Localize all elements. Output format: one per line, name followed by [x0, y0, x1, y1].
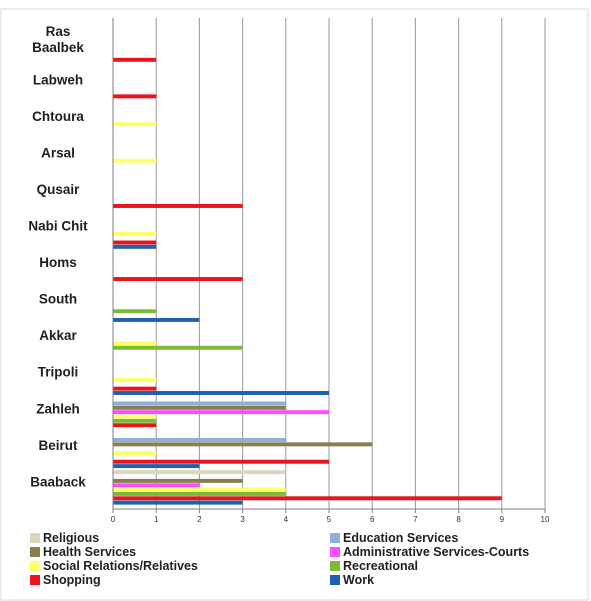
bar	[113, 391, 329, 395]
bar	[113, 405, 286, 410]
bar	[113, 410, 329, 415]
legend-label: Shopping	[43, 573, 101, 587]
x-tick-label: 7	[413, 515, 418, 524]
bar	[113, 470, 286, 475]
bar	[113, 377, 157, 382]
bar	[113, 341, 157, 346]
bar	[113, 451, 157, 456]
category-label: South	[39, 292, 77, 307]
bar	[113, 277, 243, 282]
x-tick-label: 5	[327, 515, 332, 524]
legend-item: Recreational	[330, 559, 418, 573]
legend-label: Social Relations/Relatives	[43, 559, 198, 573]
bar	[113, 500, 243, 505]
legend-swatch	[330, 533, 340, 543]
bar	[113, 483, 200, 488]
category-label: Ras Baalbek	[32, 24, 84, 55]
bar	[113, 57, 157, 62]
x-tick-label: 6	[370, 515, 375, 524]
x-tick-label: 8	[456, 515, 461, 524]
legend-item: Social Relations/Relatives	[30, 559, 198, 573]
legend-label: Religious	[43, 531, 99, 545]
x-tick-label: 2	[197, 515, 202, 524]
bar	[113, 122, 157, 127]
bar	[113, 94, 157, 99]
legend-label: Recreational	[343, 559, 418, 573]
category-label: Arsal	[41, 146, 75, 161]
x-tick-label: 4	[284, 515, 289, 524]
category-labels: Ras Baalbek Labweh Chtoura Arsal Qusair Nabi C…	[28, 24, 88, 489]
category-label: Akkar	[39, 328, 77, 343]
legend-label: Work	[343, 573, 374, 587]
bar	[113, 478, 243, 483]
category-label: Chtoura	[32, 109, 84, 124]
bar	[113, 240, 157, 245]
bar	[113, 401, 286, 406]
x-tick-label: 0	[111, 515, 116, 524]
bars	[113, 57, 502, 505]
bar	[113, 487, 286, 492]
chart-border	[0, 8, 589, 601]
legend-label: Administrative Services-Courts	[343, 545, 529, 559]
x-tick-label: 10	[541, 515, 550, 524]
bar	[113, 464, 200, 469]
bar	[113, 423, 157, 428]
legend-swatch	[330, 561, 340, 571]
bar	[113, 418, 157, 423]
bar	[113, 231, 157, 236]
legend-label: Health Services	[43, 545, 136, 559]
legend-item: Health Services	[30, 545, 136, 559]
legend-item: Religious	[30, 531, 99, 545]
bar	[113, 203, 243, 208]
bar	[113, 244, 157, 249]
legend-item: Shopping	[30, 573, 101, 587]
bar	[113, 345, 243, 350]
bar	[113, 309, 157, 314]
legend-label: Education Services	[343, 531, 458, 545]
x-tick-label: 9	[500, 515, 505, 524]
category-label: Nabi Chit	[28, 219, 88, 234]
category-label: Zahleh	[36, 401, 80, 416]
bar	[113, 438, 286, 442]
category-label: Baaback	[30, 474, 86, 489]
bar	[113, 442, 373, 447]
category-label: Homs	[39, 255, 77, 270]
bar	[113, 496, 502, 501]
bar	[113, 317, 200, 322]
bar	[113, 459, 329, 464]
category-label: Tripoli	[38, 365, 79, 380]
legend-item: Work	[330, 573, 374, 587]
x-axis: 0 1 2 3 4 5 6 7 8 9 10	[111, 18, 550, 524]
x-tick-label: 3	[240, 515, 245, 524]
legend-swatch	[30, 533, 40, 543]
category-label: Beirut	[38, 438, 78, 453]
bar	[113, 491, 286, 496]
category-label: Qusair	[37, 182, 81, 197]
legend-swatch	[30, 561, 40, 571]
category-label: Labweh	[33, 72, 83, 87]
legend-swatch	[330, 575, 340, 585]
x-tick-label: 1	[154, 515, 159, 524]
legend-swatch	[30, 547, 40, 557]
bar	[113, 158, 157, 163]
bar	[113, 386, 157, 391]
legend-item: Education Services	[330, 531, 458, 545]
bar	[113, 414, 157, 419]
legend: Religious Education Services Health Servic…	[30, 531, 529, 587]
legend-swatch	[30, 575, 40, 585]
legend-item: Administrative Services-Courts	[330, 545, 529, 559]
grid-lines	[112, 18, 546, 509]
legend-swatch	[330, 547, 340, 557]
